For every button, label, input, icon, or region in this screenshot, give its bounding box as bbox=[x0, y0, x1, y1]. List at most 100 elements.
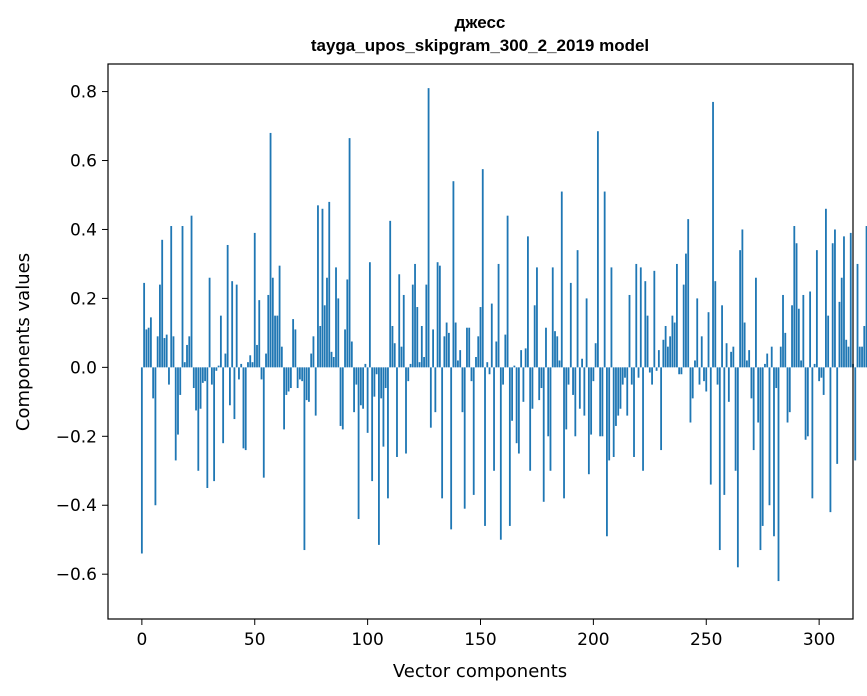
x-axis-label: Vector components bbox=[393, 661, 567, 682]
bar bbox=[425, 284, 428, 368]
bar bbox=[587, 367, 590, 475]
bar bbox=[633, 367, 635, 457]
bar bbox=[258, 300, 261, 368]
bar bbox=[459, 350, 462, 368]
bar bbox=[432, 329, 434, 368]
bar bbox=[192, 367, 195, 389]
bar bbox=[301, 367, 304, 382]
bar bbox=[265, 353, 267, 368]
y-tick-label: 0.2 bbox=[70, 289, 97, 309]
bar bbox=[450, 367, 453, 530]
bar bbox=[244, 367, 247, 451]
bar bbox=[745, 360, 748, 368]
bar bbox=[499, 367, 502, 540]
bar bbox=[698, 367, 701, 385]
bar bbox=[197, 367, 200, 471]
bar bbox=[628, 294, 631, 368]
bar bbox=[172, 336, 175, 368]
bar bbox=[326, 277, 328, 368]
bar bbox=[685, 253, 687, 368]
bar bbox=[784, 332, 787, 368]
bar bbox=[488, 367, 491, 375]
y-tick-label: 0.8 bbox=[70, 83, 97, 103]
chart-title-line2: tayga_upos_skipgram_300_2_2019 model bbox=[311, 36, 649, 55]
bar bbox=[752, 367, 755, 451]
bar bbox=[603, 191, 606, 368]
bar bbox=[441, 367, 444, 499]
bar bbox=[779, 346, 782, 368]
bar bbox=[606, 367, 608, 537]
bar bbox=[748, 350, 751, 368]
bar bbox=[296, 367, 299, 389]
bar bbox=[199, 367, 202, 409]
bar bbox=[195, 367, 197, 411]
bar bbox=[493, 367, 495, 471]
bar bbox=[718, 367, 721, 551]
bar bbox=[217, 365, 220, 368]
bar bbox=[242, 367, 245, 449]
bar bbox=[843, 236, 845, 368]
bar bbox=[520, 350, 523, 368]
bar bbox=[549, 367, 552, 471]
bar bbox=[863, 325, 866, 368]
bar bbox=[540, 367, 543, 389]
bar bbox=[152, 367, 155, 399]
bar bbox=[755, 277, 757, 368]
bar bbox=[411, 284, 414, 368]
bar bbox=[405, 367, 407, 454]
bar bbox=[416, 307, 419, 368]
bar bbox=[303, 367, 306, 551]
bar bbox=[251, 362, 254, 368]
bar bbox=[391, 325, 394, 368]
bar bbox=[764, 363, 766, 368]
bar bbox=[797, 308, 800, 368]
bar bbox=[359, 367, 362, 406]
bar bbox=[163, 338, 166, 368]
bar bbox=[804, 367, 807, 440]
bar bbox=[612, 367, 615, 457]
bar bbox=[743, 322, 746, 368]
bar bbox=[815, 250, 818, 368]
bar bbox=[208, 277, 211, 368]
bar bbox=[671, 315, 674, 368]
bar bbox=[827, 315, 830, 368]
bar bbox=[312, 336, 315, 368]
bar bbox=[373, 367, 376, 397]
bar bbox=[669, 336, 672, 368]
bar bbox=[676, 263, 678, 368]
bar bbox=[721, 305, 723, 368]
bar bbox=[443, 336, 446, 368]
bar bbox=[414, 263, 416, 368]
bar bbox=[470, 367, 473, 382]
bar bbox=[845, 339, 848, 368]
bar bbox=[201, 367, 204, 383]
bar bbox=[407, 367, 410, 382]
bar bbox=[147, 327, 150, 368]
bar bbox=[222, 367, 225, 444]
bar bbox=[298, 367, 301, 380]
bar bbox=[323, 305, 326, 368]
bar bbox=[651, 367, 653, 385]
x-tick-label: 250 bbox=[690, 630, 722, 650]
bar bbox=[384, 367, 387, 389]
bar bbox=[545, 327, 547, 368]
bar bbox=[206, 367, 209, 488]
bar bbox=[644, 281, 647, 368]
bar bbox=[639, 267, 642, 368]
bar bbox=[536, 267, 538, 368]
bar bbox=[213, 367, 216, 482]
bar bbox=[231, 281, 234, 368]
bar bbox=[452, 181, 455, 368]
bar bbox=[423, 357, 425, 368]
y-tick-label: 0.0 bbox=[70, 358, 97, 378]
bar bbox=[757, 367, 760, 423]
bar bbox=[712, 101, 714, 368]
bar bbox=[140, 367, 143, 554]
bar bbox=[508, 367, 511, 526]
bar bbox=[730, 351, 732, 368]
bar bbox=[858, 346, 861, 368]
bar bbox=[660, 367, 663, 451]
bar bbox=[836, 367, 839, 464]
bar bbox=[592, 367, 595, 382]
bar bbox=[813, 363, 816, 368]
